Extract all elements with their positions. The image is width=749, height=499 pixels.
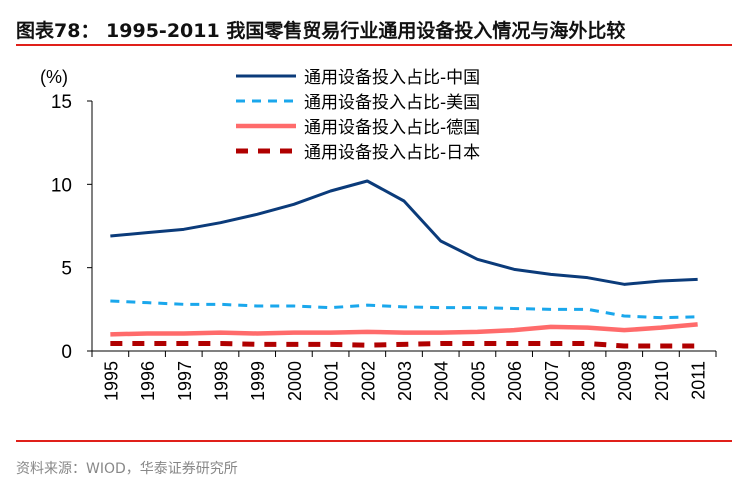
x-tick-label: 1999 — [248, 361, 268, 401]
figure-title: 图表78： 1995-2011 我国零售贸易行业通用设备投入情况与海外比较 — [16, 20, 626, 42]
x-tick-label: 2006 — [505, 361, 525, 401]
x-tick-label: 1997 — [175, 361, 195, 401]
y-tick-label: 0 — [61, 342, 72, 363]
title-rule — [16, 44, 732, 46]
legend-label: 通用设备投入占比-美国 — [304, 93, 480, 113]
y-tick-label: 5 — [61, 259, 72, 280]
x-tick-label: 2004 — [432, 361, 452, 401]
legend-label: 通用设备投入占比-中国 — [304, 68, 480, 88]
line-chart: 0 5 10 15 (%) 1995 1996 1997 1998 1999 2000 2001 200… — [40, 67, 717, 401]
x-tick-label: 2009 — [615, 361, 635, 401]
x-tick-label: 2010 — [652, 361, 672, 401]
series-line — [110, 179, 698, 286]
y-tick-label: 10 — [51, 175, 72, 196]
x-tick-label: 1995 — [101, 361, 121, 401]
y-axis-label: (%) — [40, 67, 68, 87]
x-tick-label: 2000 — [285, 361, 305, 401]
x-tick-label: 2005 — [468, 361, 488, 401]
series-line — [110, 299, 698, 320]
legend-label: 通用设备投入占比-日本 — [304, 143, 480, 163]
x-tick-label: 1998 — [211, 361, 231, 401]
legend-label: 通用设备投入占比-德国 — [304, 118, 480, 138]
source-note: 资料来源：WIOD，华泰证券研究所 — [16, 461, 238, 477]
x-tick-label: 2008 — [579, 361, 599, 401]
footer-rule — [16, 440, 732, 442]
x-tick-label: 2001 — [322, 361, 342, 401]
series-line — [110, 322, 698, 337]
x-tick-label: 2011 — [689, 361, 709, 400]
x-tick-label: 2007 — [542, 361, 562, 401]
x-tick-label: 1996 — [138, 361, 158, 401]
x-tick-label: 2003 — [395, 361, 415, 401]
series-line — [110, 341, 698, 349]
y-tick-label: 15 — [51, 92, 72, 113]
x-tick-label: 2002 — [358, 361, 378, 401]
